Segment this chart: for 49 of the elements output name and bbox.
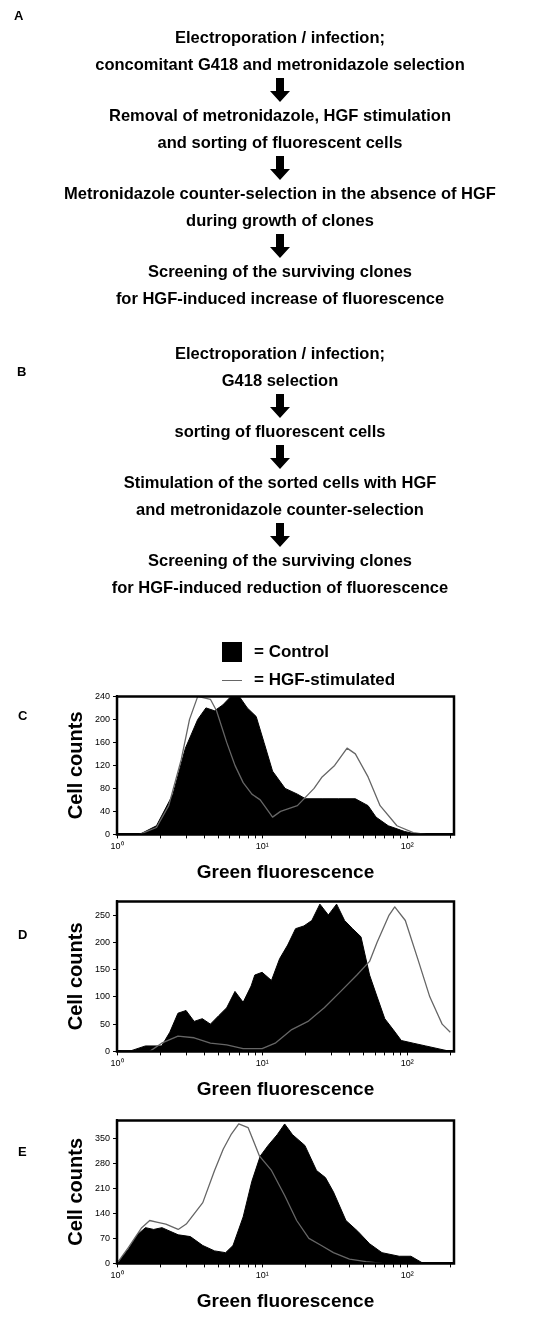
y-tick-label: 140 <box>94 1207 111 1218</box>
x-axis-title: Green fluorescence <box>196 860 375 882</box>
x-tick-label: 10² <box>400 841 414 852</box>
y-tick-label: 200 <box>94 936 111 947</box>
y-tick-label: 70 <box>100 1232 111 1243</box>
text: Electroporation / infection; G418 selection <box>175 344 385 389</box>
y-tick-label: 0 <box>105 1257 111 1268</box>
legend-label: = Control <box>254 642 330 662</box>
y-tick-label: 80 <box>100 782 111 793</box>
y-tick-label: 0 <box>105 1045 111 1056</box>
y-tick-label: 100 <box>94 991 111 1002</box>
text: E <box>18 1144 27 1159</box>
x-tick-label: 10¹ <box>255 1270 269 1281</box>
text: D <box>18 927 28 942</box>
y-tick-label: 200 <box>94 713 111 724</box>
text: Screening of the surviving clones for HGF-induced increase of fluorescence <box>114 261 446 309</box>
y-tick-label: 240 <box>94 690 111 701</box>
text: A <box>14 8 24 23</box>
text: sorting of fluorescent cells <box>173 421 387 442</box>
y-tick-label: 350 <box>94 1132 111 1143</box>
x-tick-label: 10¹ <box>255 841 269 852</box>
x-tick-label: 10² <box>400 1058 414 1069</box>
text: Electroporation / infection; concomitant G418 and metronidazole selection <box>94 27 466 75</box>
x-tick-label: 10² <box>400 1270 414 1281</box>
y-tick-label: 160 <box>94 736 111 747</box>
x-axis-title: Green fluorescence <box>196 1077 375 1099</box>
legend-label: = HGF-stimulated <box>254 670 396 690</box>
text: Metronidazole counter-selection in the absence of HGF during growth of clones <box>63 183 497 231</box>
x-tick-label: 10⁰ <box>110 1058 124 1069</box>
y-axis-title: Cell counts <box>63 711 86 820</box>
x-axis-title: Green fluorescence <box>196 1289 375 1311</box>
y-tick-label: 250 <box>94 909 111 920</box>
y-tick-label: 120 <box>94 759 111 770</box>
y-tick-label: 0 <box>105 828 111 839</box>
text: Removal of metronidazole, HGF stimulation and sorting of fluorescent cells <box>108 105 452 153</box>
text: Screening of the surviving clones for HGF-induced reduction of fluorescence <box>110 550 450 598</box>
x-tick-label: 10⁰ <box>110 841 124 852</box>
text: Stimulation of the sorted cells with HGF and metronidazole counter-selection <box>122 472 438 520</box>
y-tick-label: 150 <box>94 964 111 975</box>
x-tick-label: 10¹ <box>255 1058 269 1069</box>
y-tick-label: 210 <box>94 1182 111 1193</box>
text: B <box>17 364 27 379</box>
y-axis-title: Cell counts <box>63 922 86 1031</box>
y-tick-label: 50 <box>100 1018 111 1029</box>
y-tick-label: 40 <box>100 805 111 816</box>
y-axis-title: Cell counts <box>63 1138 86 1246</box>
x-tick-label: 10⁰ <box>110 1270 124 1281</box>
text: C <box>18 708 28 723</box>
y-tick-label: 280 <box>94 1157 111 1168</box>
